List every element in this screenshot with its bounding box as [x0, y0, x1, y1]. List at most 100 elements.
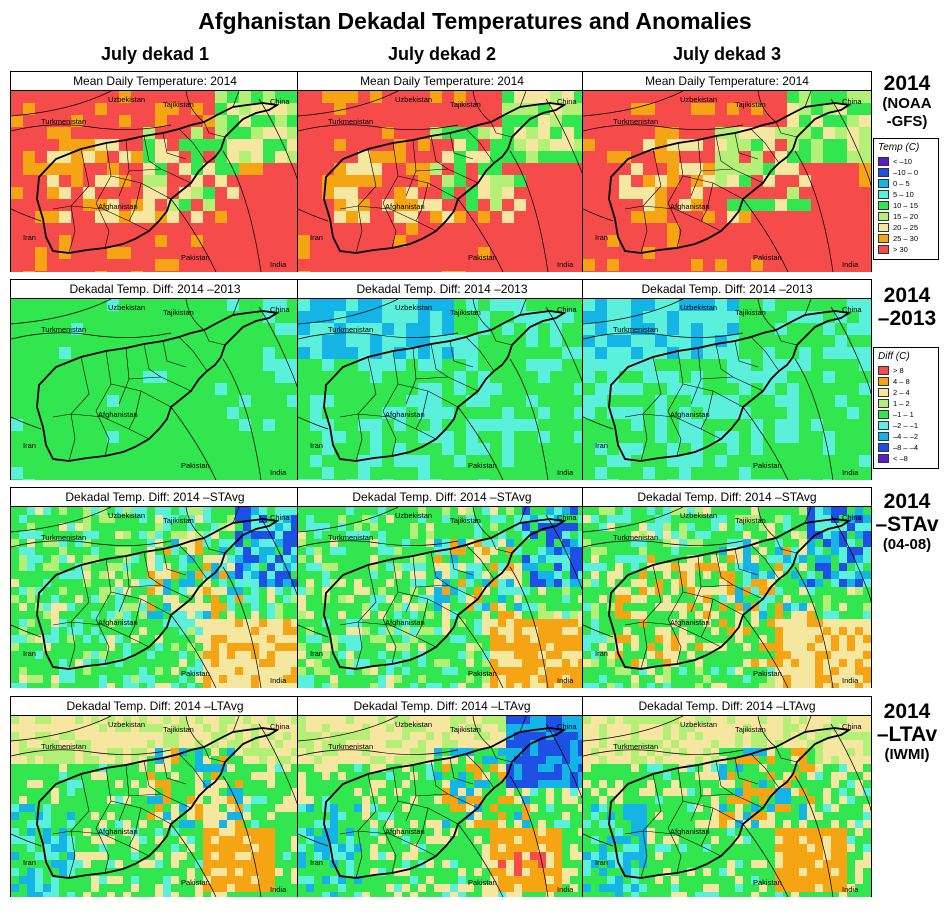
raster-cell	[406, 259, 418, 271]
raster-cell	[815, 587, 823, 595]
raster-cell	[227, 603, 235, 611]
raster-cell	[47, 395, 59, 407]
raster-cell	[43, 507, 51, 515]
raster-cell	[27, 683, 35, 688]
raster-cell	[71, 259, 83, 271]
raster-cell	[370, 587, 378, 595]
raster-cell	[490, 611, 498, 619]
raster-cell	[354, 539, 362, 547]
raster-cell	[466, 555, 474, 563]
raster-cell	[430, 235, 442, 247]
raster-cell	[490, 383, 502, 395]
raster-cell	[119, 91, 131, 103]
raster-cell	[298, 479, 310, 480]
raster-cell	[406, 223, 418, 235]
raster-cell	[514, 603, 522, 611]
raster-cell	[155, 187, 167, 199]
raster-cell	[847, 507, 855, 515]
raster-cell	[191, 151, 203, 163]
raster-cell	[514, 683, 522, 688]
raster-cell	[727, 91, 739, 103]
raster-cell	[767, 563, 775, 571]
raster-cell	[538, 259, 550, 271]
raster-cell	[522, 579, 530, 587]
raster-cell	[306, 595, 314, 603]
raster-cell	[763, 443, 775, 455]
raster-cell	[203, 611, 211, 619]
raster-cell	[123, 619, 131, 627]
raster-cell	[267, 539, 275, 547]
raster-cell	[751, 431, 763, 443]
raster-cell	[322, 683, 330, 688]
raster-cell	[330, 635, 338, 643]
raster-cell	[514, 479, 526, 480]
raster-cell	[91, 659, 99, 667]
raster-cell	[322, 659, 330, 667]
raster-cell	[835, 223, 847, 235]
raster-cell	[759, 571, 767, 579]
raster-cell	[502, 383, 514, 395]
raster-cell	[775, 163, 787, 175]
map-label-tajikistan: Tajikistan	[163, 100, 194, 109]
raster-cell	[267, 667, 275, 675]
raster-cell	[191, 395, 203, 407]
raster-cell	[458, 515, 466, 523]
raster-cell	[155, 299, 167, 311]
raster-cell	[11, 103, 23, 115]
raster-cell	[811, 235, 823, 247]
raster-cell	[687, 595, 695, 603]
province-border	[449, 548, 474, 576]
raster-cell	[526, 479, 538, 480]
raster-cell	[474, 651, 482, 659]
raster-cell	[562, 187, 574, 199]
raster-cell	[235, 667, 243, 675]
raster-cell	[51, 643, 59, 651]
raster-cell	[783, 563, 791, 571]
raster-cell	[619, 323, 631, 335]
raster-cell	[743, 579, 751, 587]
province-border	[642, 205, 722, 232]
raster-cell	[346, 683, 354, 688]
raster-cell	[155, 675, 163, 683]
raster-cell	[514, 431, 526, 443]
map-label-china: China	[842, 97, 862, 106]
raster-cell	[538, 619, 546, 627]
raster-cell	[671, 531, 679, 539]
raster-cell	[287, 235, 299, 247]
raster-cell	[263, 151, 275, 163]
raster-cell	[751, 323, 763, 335]
raster-cell	[835, 335, 847, 347]
raster-cell	[847, 467, 859, 479]
raster-cell	[687, 531, 695, 539]
raster-cell	[562, 611, 570, 619]
raster-cell	[823, 151, 835, 163]
raster-cell	[751, 651, 759, 659]
raster-cell	[691, 199, 703, 211]
raster-cell	[847, 187, 859, 199]
raster-cell	[203, 139, 215, 151]
raster-cell	[458, 667, 466, 675]
raster-cell	[863, 651, 871, 659]
raster-cell	[430, 443, 442, 455]
raster-cell	[306, 563, 314, 571]
raster-cell	[530, 611, 538, 619]
raster-cell	[711, 507, 719, 515]
raster-cell	[466, 683, 474, 688]
raster-cell	[346, 139, 358, 151]
raster-cell	[711, 651, 719, 659]
raster-cell	[219, 531, 227, 539]
raster-cell	[386, 627, 394, 635]
raster-cell	[402, 547, 410, 555]
raster-cell	[47, 431, 59, 443]
raster-cell	[171, 523, 179, 531]
raster-cell	[735, 547, 743, 555]
raster-cell	[643, 211, 655, 223]
raster-cell	[11, 271, 23, 272]
raster-cell	[263, 479, 275, 480]
raster-cell	[514, 383, 526, 395]
raster-cell	[562, 683, 570, 688]
raster-cell	[711, 531, 719, 539]
raster-cell	[155, 443, 167, 455]
raster-cell	[823, 91, 835, 103]
raster-cell	[23, 151, 35, 163]
